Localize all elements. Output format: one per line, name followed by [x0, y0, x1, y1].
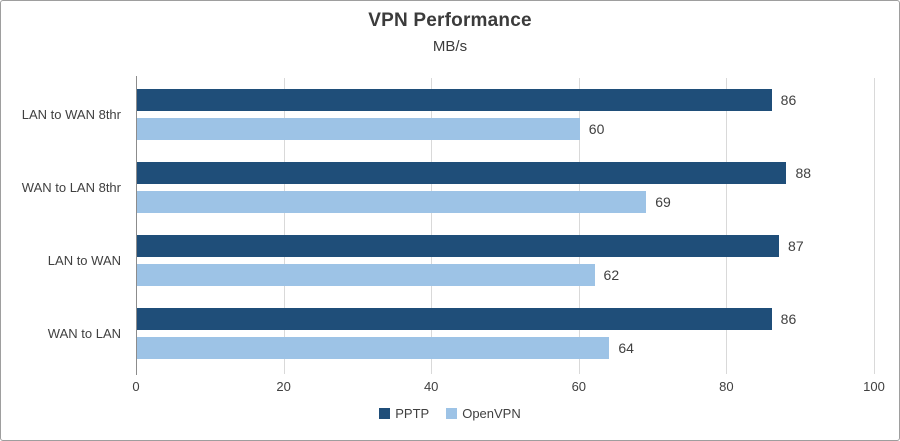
legend-swatch-pptp: [379, 408, 391, 419]
openvpn-bar-label-3: 64: [618, 340, 634, 356]
x-tick-label-100: 100: [863, 379, 885, 394]
gridline-20: [283, 78, 285, 374]
legend-item-pptp: PPTP: [379, 406, 429, 421]
openvpn-bar-label-0: 60: [588, 121, 605, 137]
openvpn-bar-0: [137, 118, 580, 140]
category-label-2: LAN to WAN: [47, 253, 121, 268]
chart-title: VPN Performance: [368, 10, 532, 31]
chart-subtitle: MB/s: [432, 38, 468, 55]
gridline-80: [726, 78, 728, 374]
x-tick-label-20: 20: [276, 379, 291, 394]
plot-area: 86 88 87 86 60 69 62 64: [136, 76, 875, 375]
pptp-bar-1: [137, 162, 787, 184]
gridline-100: [874, 78, 875, 374]
openvpn-bar-3: [137, 337, 610, 359]
openvpn-bar-1: [137, 191, 647, 213]
pptp-bar-3: [137, 308, 772, 330]
x-tick-label-80: 80: [719, 379, 734, 394]
category-label-3: WAN to LAN: [47, 326, 121, 341]
x-tick-label-0: 0: [132, 379, 140, 394]
pptp-bar-label-1: 88: [795, 165, 812, 181]
gridline-60: [578, 78, 580, 374]
x-tick-label-60: 60: [571, 379, 587, 394]
pptp-bar-0: [137, 89, 772, 111]
category-label-0: LAN to WAN 8thr: [21, 107, 121, 122]
pptp-bar-label-2: 87: [788, 238, 804, 254]
legend-label-pptp: PPTP: [395, 406, 430, 421]
category-label-1: WAN to LAN 8thr: [21, 180, 121, 195]
pptp-bar-2: [137, 235, 780, 257]
legend: PPTP OpenVPN: [1, 406, 899, 421]
openvpn-bar-label-1: 69: [655, 194, 671, 210]
pptp-bar-label-0: 86: [780, 92, 797, 108]
legend-swatch-openvpn: [446, 408, 458, 419]
openvpn-bar-2: [137, 264, 595, 286]
legend-item-openvpn: OpenVPN: [446, 406, 521, 421]
x-tick-label-40: 40: [423, 379, 439, 394]
pptp-bar-label-3: 86: [780, 311, 797, 327]
openvpn-bar-label-2: 62: [603, 267, 620, 283]
legend-label-openvpn: OpenVPN: [462, 406, 521, 421]
gridline-40: [431, 78, 433, 374]
category-axis-line: [136, 76, 137, 375]
